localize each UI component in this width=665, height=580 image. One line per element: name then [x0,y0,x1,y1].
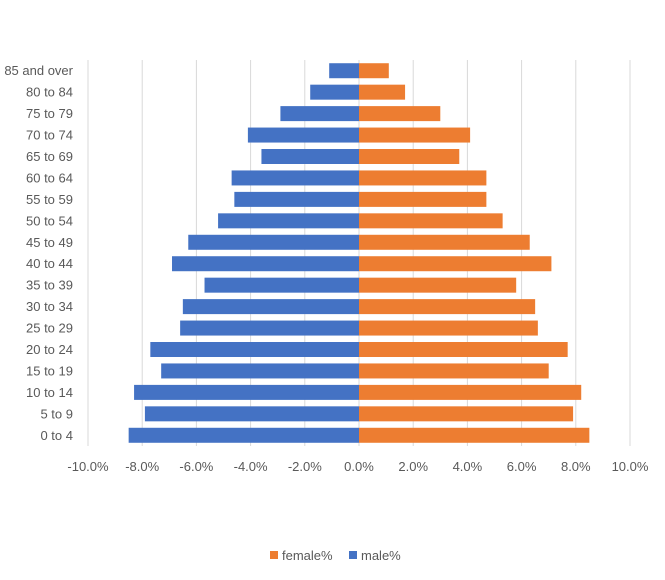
x-tick-label: 6.0% [507,459,537,474]
bar-male-15 [280,106,359,122]
bar-female-3 [359,363,549,379]
bar-male-5 [180,320,359,336]
category-label: 35 to 39 [26,278,73,293]
bar-male-4 [150,342,359,357]
category-label: 60 to 64 [26,170,73,185]
category-label: 70 to 74 [26,128,73,143]
gridlines [87,60,631,446]
bar-male-6 [182,299,359,315]
x-tick-label: -10.0% [67,459,109,474]
bar-female-17 [359,63,389,79]
bar-female-13 [359,149,460,164]
x-tick-label: 2.0% [398,459,428,474]
bar-female-4 [359,342,568,357]
bar-male-9 [188,234,359,250]
category-label: 25 to 29 [26,321,73,336]
bar-male-17 [329,63,359,79]
category-label: 50 to 54 [26,213,73,228]
bar-female-12 [359,170,487,186]
category-label: 5 to 9 [40,406,73,421]
x-tick-label: 4.0% [453,459,483,474]
category-label: 10 to 14 [26,385,73,400]
bar-male-3 [161,363,359,379]
x-tick-label: -8.0% [125,459,159,474]
bar-female-6 [359,299,536,315]
x-axis-tick-labels: -10.0% -8.0% -6.0% -4.0% -2.0% 0.0% 2.0% 4.0% 6.… [67,459,648,474]
bar-female-5 [359,320,538,336]
legend-label-male: male% [361,548,401,563]
bar-male-10 [218,213,359,229]
category-label: 15 to 19 [26,363,73,378]
category-label: 65 to 69 [26,149,73,164]
category-label: 75 to 79 [26,106,73,121]
bar-female-11 [359,191,487,207]
bar-male-1 [144,406,359,422]
bar-male-7 [204,277,359,293]
bar-female-16 [359,84,406,100]
category-labels: 0 to 4 5 to 9 10 to 14 15 to 19 20 to 24 25 t… [4,63,73,443]
bar-female-15 [359,106,441,122]
bar-female-2 [359,384,582,400]
legend: female% male% [270,548,401,563]
bar-female-9 [359,234,530,250]
category-label: 0 to 4 [40,428,73,443]
bar-male-14 [247,127,359,143]
x-tick-label: -6.0% [179,459,213,474]
bar-male-16 [310,84,359,100]
bar-male-8 [172,256,359,272]
legend-swatch-female [270,551,278,559]
legend-label-female: female% [282,548,333,563]
legend-swatch-male [349,551,357,559]
bar-male-11 [234,191,359,207]
bar-female-0 [359,427,590,443]
bar-female-10 [359,213,503,229]
category-label: 20 to 24 [26,342,73,357]
x-tick-label: -4.0% [234,459,268,474]
bar-female-8 [359,256,552,272]
bar-male-2 [134,384,359,400]
bars [128,63,590,443]
bar-female-7 [359,277,517,293]
bar-male-12 [231,170,359,186]
x-tick-label: 8.0% [561,459,591,474]
bar-male-13 [261,149,359,164]
category-label: 40 to 44 [26,256,73,271]
bar-male-0 [128,427,359,443]
bar-female-14 [359,127,471,143]
category-label: 85 and over [4,63,73,78]
category-label: 80 to 84 [26,85,73,100]
category-label: 45 to 49 [26,235,73,250]
x-tick-label: 0.0% [344,459,374,474]
bar-female-1 [359,406,574,422]
x-tick-label: 10.0% [612,459,649,474]
x-tick-label: -2.0% [288,459,322,474]
category-label: 55 to 59 [26,192,73,207]
category-label: 30 to 34 [26,299,73,314]
